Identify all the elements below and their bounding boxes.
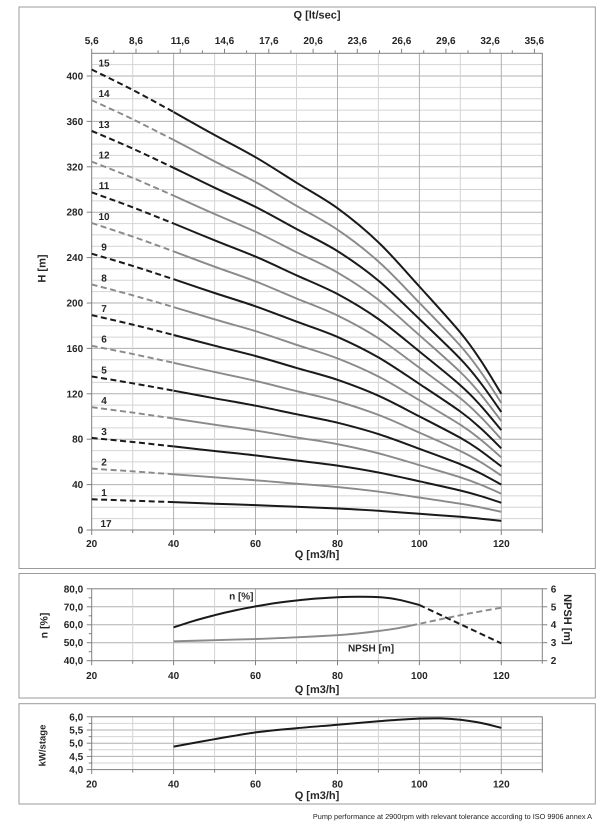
svg-text:2: 2 [551, 656, 557, 667]
svg-text:6,0: 6,0 [69, 712, 83, 723]
svg-text:n [%]: n [%] [39, 613, 51, 639]
svg-text:40: 40 [168, 780, 180, 791]
svg-text:5,5: 5,5 [69, 726, 83, 737]
svg-text:11,6: 11,6 [171, 36, 190, 47]
svg-text:11: 11 [99, 181, 110, 192]
svg-text:40: 40 [168, 671, 180, 682]
svg-text:26,6: 26,6 [392, 36, 412, 47]
svg-text:2: 2 [101, 458, 107, 469]
svg-text:100: 100 [411, 780, 428, 791]
svg-text:60: 60 [250, 780, 262, 791]
svg-text:4,5: 4,5 [69, 752, 83, 763]
svg-text:80: 80 [72, 435, 84, 446]
svg-text:360: 360 [67, 117, 84, 128]
svg-text:320: 320 [67, 162, 84, 173]
svg-text:40,0: 40,0 [64, 656, 84, 667]
svg-text:6: 6 [551, 584, 557, 595]
svg-text:9: 9 [101, 243, 107, 254]
svg-text:50,0: 50,0 [64, 638, 84, 649]
svg-text:60: 60 [250, 671, 262, 682]
svg-text:29,6: 29,6 [436, 36, 456, 47]
svg-text:15: 15 [98, 58, 110, 69]
svg-text:200: 200 [67, 299, 84, 310]
svg-text:60,0: 60,0 [64, 620, 84, 631]
svg-text:20: 20 [86, 780, 98, 791]
svg-text:Q [lt/sec]: Q [lt/sec] [293, 10, 340, 22]
svg-text:400: 400 [67, 72, 84, 83]
svg-text:Q [m3/h]: Q [m3/h] [295, 790, 340, 802]
svg-text:NPSH [m]: NPSH [m] [561, 594, 573, 645]
svg-text:120: 120 [493, 671, 510, 682]
svg-text:17: 17 [100, 519, 112, 530]
svg-text:120: 120 [493, 780, 510, 791]
svg-text:NPSH [m]: NPSH [m] [348, 644, 394, 655]
svg-text:12: 12 [98, 151, 110, 162]
svg-text:8,6: 8,6 [129, 36, 143, 47]
svg-text:120: 120 [67, 389, 84, 400]
svg-text:14: 14 [98, 89, 110, 100]
svg-text:13: 13 [98, 120, 110, 131]
svg-text:80: 80 [332, 539, 344, 550]
svg-text:160: 160 [67, 344, 84, 355]
svg-text:0: 0 [78, 526, 84, 537]
svg-text:35,6: 35,6 [525, 36, 545, 47]
svg-text:4,0: 4,0 [69, 765, 83, 776]
svg-text:3: 3 [101, 427, 107, 438]
svg-text:5,0: 5,0 [69, 739, 83, 750]
svg-text:4: 4 [551, 620, 557, 631]
svg-text:Pump performance at 2900rpm wi: Pump performance at 2900rpm with relevan… [313, 812, 592, 821]
svg-text:17,6: 17,6 [259, 36, 279, 47]
svg-text:80: 80 [332, 780, 344, 791]
svg-text:20,6: 20,6 [303, 36, 323, 47]
svg-text:100: 100 [411, 539, 428, 550]
svg-text:23,6: 23,6 [348, 36, 368, 47]
svg-text:3: 3 [551, 638, 557, 649]
svg-text:100: 100 [411, 671, 428, 682]
svg-text:6: 6 [101, 335, 107, 346]
svg-text:8: 8 [101, 273, 107, 284]
svg-text:40: 40 [168, 539, 180, 550]
svg-text:7: 7 [101, 304, 107, 315]
svg-text:80: 80 [332, 671, 344, 682]
svg-text:280: 280 [67, 208, 84, 219]
svg-text:n [%]: n [%] [229, 592, 253, 603]
svg-text:4: 4 [101, 396, 107, 407]
svg-text:60: 60 [250, 539, 262, 550]
svg-text:20: 20 [86, 539, 98, 550]
svg-text:70,0: 70,0 [64, 602, 84, 613]
svg-text:20: 20 [86, 671, 98, 682]
svg-text:kW/stage: kW/stage [38, 725, 49, 767]
svg-text:5,6: 5,6 [85, 36, 99, 47]
svg-text:120: 120 [493, 539, 510, 550]
svg-text:5: 5 [101, 365, 107, 376]
svg-text:40: 40 [72, 480, 84, 491]
svg-text:14,6: 14,6 [215, 36, 235, 47]
svg-text:Q [m3/h]: Q [m3/h] [295, 549, 340, 561]
svg-text:1: 1 [101, 488, 107, 499]
svg-text:240: 240 [67, 253, 84, 264]
svg-text:32,6: 32,6 [480, 36, 500, 47]
svg-text:H [m]: H [m] [37, 254, 49, 282]
svg-text:Q [m3/h]: Q [m3/h] [295, 684, 340, 696]
svg-text:10: 10 [98, 212, 110, 223]
svg-text:80,0: 80,0 [64, 584, 84, 595]
svg-text:5: 5 [551, 602, 557, 613]
